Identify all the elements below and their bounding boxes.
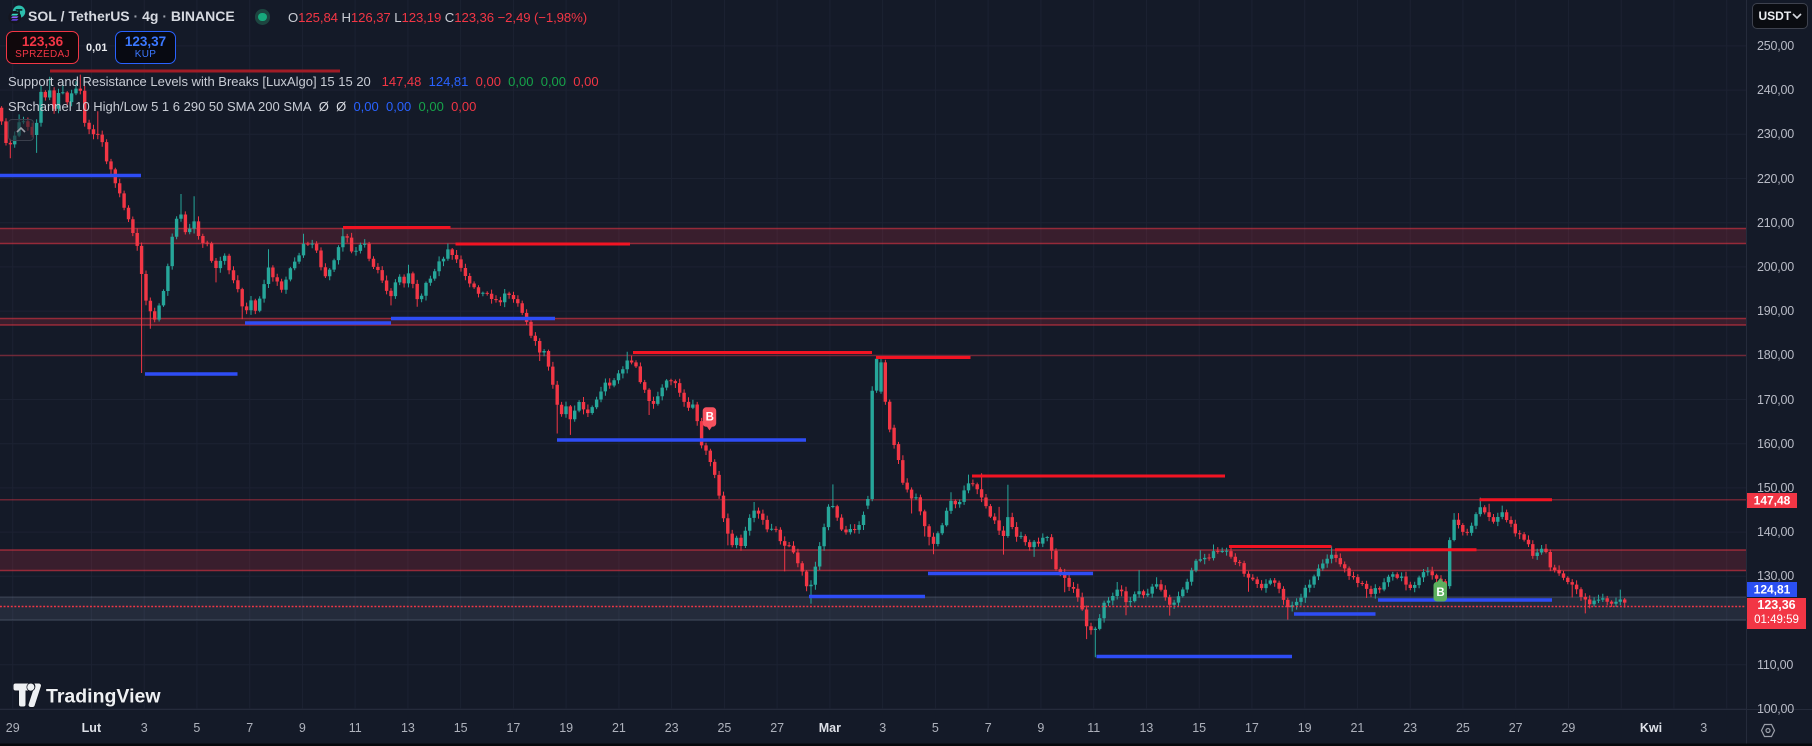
svg-text:B: B [1436, 587, 1444, 599]
svg-text:TradingView: TradingView [46, 686, 161, 708]
svg-text:B: B [706, 412, 714, 424]
